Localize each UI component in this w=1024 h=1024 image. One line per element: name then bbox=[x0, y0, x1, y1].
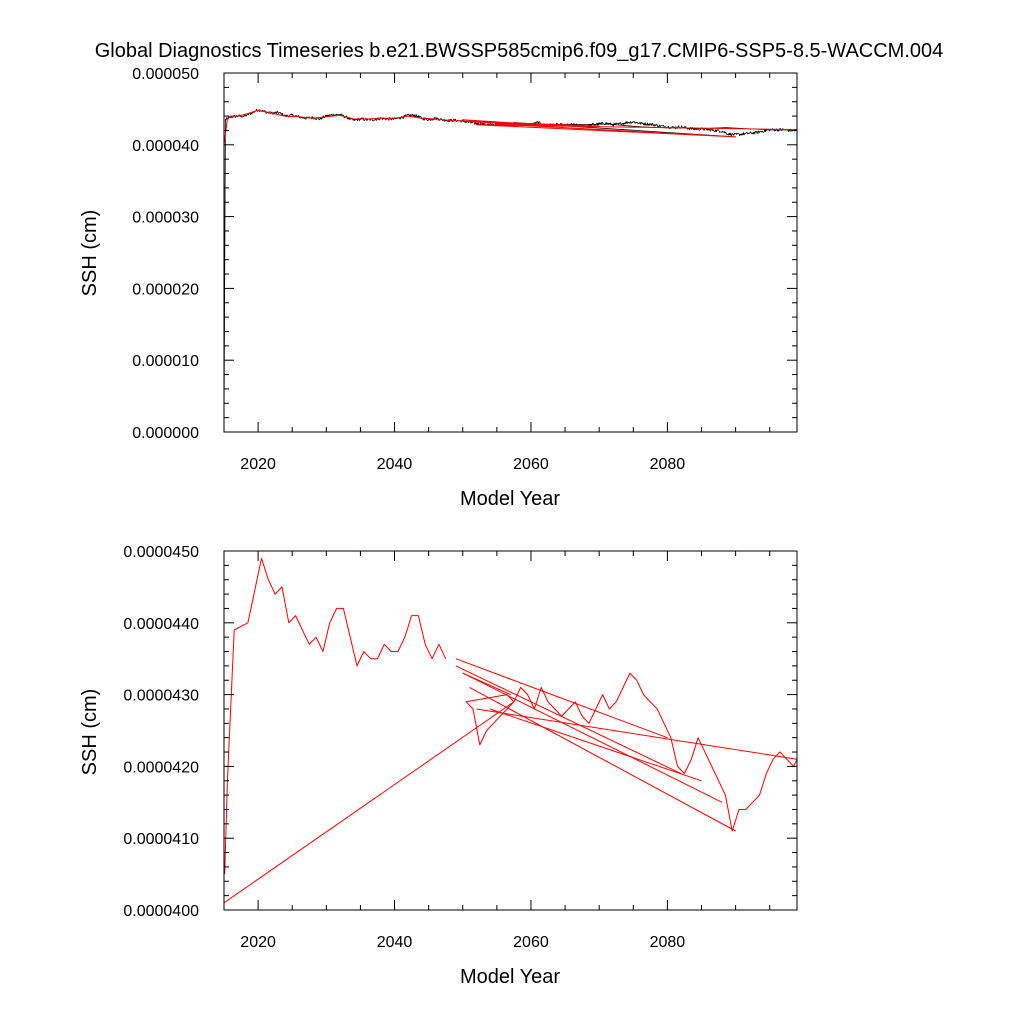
bottom-series-annual-mean-line-2 bbox=[455, 658, 668, 739]
top-y-tick-label: 0.000050 bbox=[132, 66, 199, 83]
bottom-y-tick-label: 0.0000440 bbox=[123, 616, 199, 633]
bottom-y-tick-label: 0.0000420 bbox=[123, 759, 199, 776]
panel-top: 2020 2040 2060 2080 0.000000 0.000010 0.000020… bbox=[79, 66, 798, 510]
figure-title: Global Diagnostics Timeseries b.e21.BWSS… bbox=[95, 40, 944, 62]
bottom-series-annual-mean-line-1 bbox=[224, 672, 797, 904]
top-y-tick-label: 0.000000 bbox=[132, 425, 199, 442]
bottom-series-annual-mean-line-0 bbox=[224, 557, 447, 875]
bottom-x-axis-title: Model Year bbox=[460, 966, 560, 988]
top-ticks: 2020 2040 2060 2080 0.000000 0.000010 0.000020… bbox=[132, 66, 797, 473]
top-x-tick-label: 2080 bbox=[650, 456, 686, 473]
bottom-series-annual-mean-line-5 bbox=[469, 686, 736, 832]
bottom-y-tick-label: 0.0000400 bbox=[123, 903, 199, 920]
top-plot-area: 2020 2040 2060 2080 0.000000 0.000010 0.000020… bbox=[132, 66, 798, 473]
bottom-series-annual-mean-line-8 bbox=[489, 708, 702, 782]
top-series-annual-mean-line-0 bbox=[224, 109, 797, 145]
top-y-axis-title: SSH (cm) bbox=[79, 210, 101, 297]
bottom-series-annual-mean-line-6 bbox=[462, 672, 511, 696]
top-plot-frame bbox=[223, 72, 798, 433]
top-x-tick-label: 2040 bbox=[377, 456, 413, 473]
bottom-series-annual-mean-line-4 bbox=[462, 672, 723, 803]
bottom-x-tick-label: 2080 bbox=[650, 934, 686, 951]
top-x-tick-label: 2060 bbox=[513, 456, 549, 473]
bottom-y-tick-label: 0.0000410 bbox=[123, 831, 199, 848]
bottom-series-annual-mean-line-3 bbox=[455, 665, 682, 775]
top-x-axis-title: Model Year bbox=[460, 488, 560, 510]
bottom-x-tick-label: 2060 bbox=[513, 934, 549, 951]
bottom-ticks: 2020 2040 2060 2080 0.0000400 0.0000410 0.0000… bbox=[123, 544, 797, 951]
bottom-x-tick-label: 2040 bbox=[377, 934, 413, 951]
bottom-y-tick-label: 0.0000430 bbox=[123, 688, 199, 705]
bottom-series-group bbox=[224, 557, 797, 904]
top-y-tick-label: 0.000010 bbox=[132, 353, 199, 370]
top-y-tick-label: 0.000020 bbox=[132, 281, 199, 298]
top-series-group bbox=[224, 108, 797, 432]
bottom-plot-frame bbox=[223, 550, 798, 911]
bottom-x-tick-label: 2020 bbox=[240, 934, 276, 951]
bottom-plot-area: 2020 2040 2060 2080 0.0000400 0.0000410 0.0000… bbox=[123, 544, 798, 951]
bottom-y-axis-title: SSH (cm) bbox=[79, 689, 101, 776]
top-y-tick-label: 0.000040 bbox=[132, 138, 199, 155]
bottom-y-tick-label: 0.0000450 bbox=[123, 544, 199, 561]
top-y-tick-label: 0.000030 bbox=[132, 210, 199, 227]
panel-bottom: 2020 2040 2060 2080 0.0000400 0.0000410 0.0000… bbox=[79, 544, 798, 988]
top-x-tick-label: 2020 bbox=[240, 456, 276, 473]
bottom-series-annual-mean-line-7 bbox=[476, 708, 797, 760]
